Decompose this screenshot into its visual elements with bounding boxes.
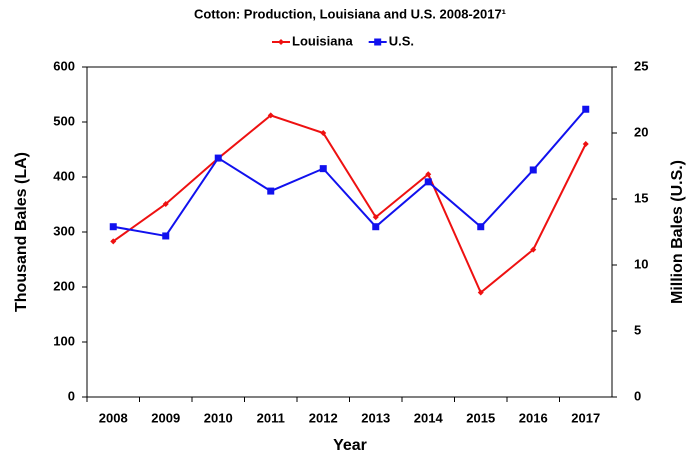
x-tick-label: 2012 <box>309 410 338 425</box>
marker <box>214 154 222 162</box>
x-tick-label: 2011 <box>257 410 285 425</box>
plot-frame <box>86 66 613 398</box>
legend-label: Louisiana <box>292 33 353 48</box>
y2-tick-label: 25 <box>634 58 648 73</box>
marker <box>267 187 275 195</box>
marker <box>425 171 432 178</box>
marker <box>109 223 117 231</box>
marker <box>530 246 537 253</box>
legend-label: U.S. <box>389 33 414 48</box>
chart-title: Cotton: Production, Louisiana and U.S. 2… <box>194 6 506 21</box>
marker <box>372 223 380 231</box>
marker <box>372 214 379 221</box>
marker <box>162 200 169 207</box>
y-tick-label: 0 <box>68 388 75 403</box>
x-tick-label: 2015 <box>466 410 495 425</box>
x-tick-label: 2016 <box>519 410 548 425</box>
y-tick-label: 400 <box>53 168 75 183</box>
x-tick-label: 2017 <box>571 410 600 425</box>
y-tick-label: 600 <box>53 58 75 73</box>
series-line <box>113 108 587 238</box>
marker <box>582 141 589 147</box>
marker <box>477 289 484 296</box>
marker <box>320 130 327 136</box>
x-tick-label: 2009 <box>151 410 180 425</box>
y2-tick-label: 10 <box>634 256 648 271</box>
y2-tick-label: 20 <box>634 124 648 139</box>
marker <box>424 178 432 186</box>
marker <box>582 105 590 113</box>
y2-tick-label: 5 <box>634 322 641 337</box>
marker <box>110 238 117 245</box>
y2-axis-title: Million Bales (U.S.) <box>669 160 686 304</box>
x-tick-label: 2013 <box>361 410 390 425</box>
y2-tick-label: 15 <box>634 190 648 205</box>
x-tick-label: 2014 <box>414 410 444 425</box>
y-tick-label: 200 <box>53 278 75 293</box>
y-axis-title: Thousand Bales (LA) <box>13 152 30 312</box>
x-axis-title: Year <box>333 437 367 454</box>
series-line <box>112 114 587 295</box>
marker <box>278 39 284 45</box>
marker <box>374 38 382 46</box>
y-tick-label: 500 <box>53 113 75 128</box>
y-tick-label: 300 <box>53 223 75 238</box>
y2-tick-label: 0 <box>634 388 641 403</box>
marker <box>267 112 274 119</box>
marker <box>477 223 485 231</box>
y-tick-label: 100 <box>53 333 75 348</box>
x-tick-label: 2008 <box>99 410 128 425</box>
marker <box>319 165 327 173</box>
x-tick-label: 2010 <box>204 410 233 425</box>
marker <box>162 232 170 240</box>
marker <box>529 166 537 174</box>
